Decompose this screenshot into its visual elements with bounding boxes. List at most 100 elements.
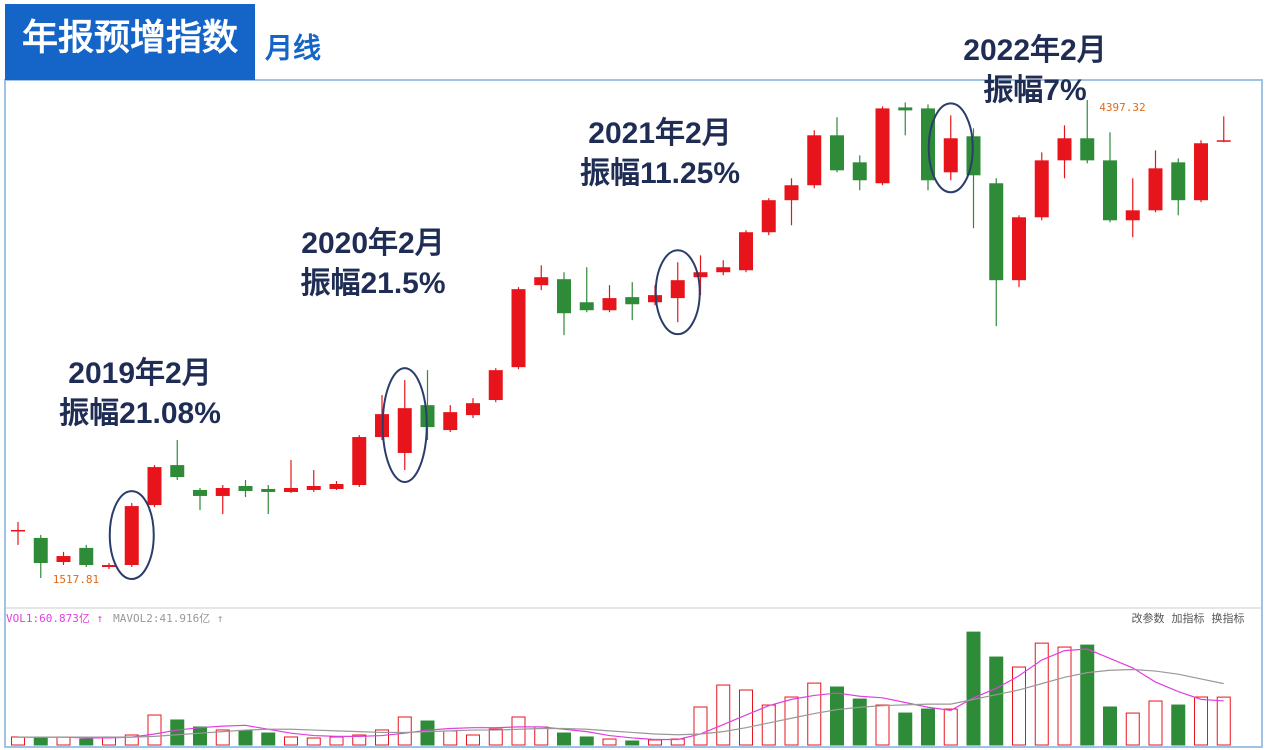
candle-body xyxy=(329,484,344,489)
volume-bar xyxy=(898,712,913,746)
candle-body xyxy=(352,437,367,485)
candle-body xyxy=(943,138,958,173)
candle-body xyxy=(534,277,549,286)
candle-body xyxy=(215,487,230,496)
candle-body xyxy=(1103,160,1117,221)
highlight-ellipse xyxy=(654,249,701,336)
candle-body xyxy=(602,298,617,311)
volume-bar xyxy=(579,736,594,746)
annotation-amplitude: 振幅21.08% xyxy=(59,397,221,430)
volume-bar xyxy=(420,720,435,746)
candle-body xyxy=(852,162,867,181)
annotation-date: 2019年2月 xyxy=(68,357,211,390)
volume-bar xyxy=(1216,696,1231,746)
min-label: 1517.81 xyxy=(53,573,99,586)
highlight-ellipse xyxy=(927,102,974,194)
volume-bar xyxy=(261,732,276,746)
panel-button[interactable]: 加指标 xyxy=(1172,611,1205,625)
candle-body xyxy=(898,107,913,111)
candle-body xyxy=(1012,217,1026,281)
candle-body xyxy=(875,108,890,184)
volume-bar xyxy=(1148,700,1163,746)
candle-body xyxy=(579,302,594,311)
candle-body xyxy=(284,487,298,492)
volume-bar xyxy=(124,734,139,746)
candle-body xyxy=(807,135,822,186)
candle-body xyxy=(1080,138,1095,161)
volume-bar xyxy=(989,656,1004,746)
candle-body xyxy=(784,185,799,201)
volume-bar xyxy=(215,729,230,746)
volume-bar xyxy=(625,740,640,746)
volume-bar xyxy=(1171,704,1186,746)
volume-bar xyxy=(602,738,617,746)
candle-body xyxy=(261,488,276,492)
volume-bar xyxy=(397,716,412,746)
highlight-ellipse xyxy=(381,367,428,484)
candle-body xyxy=(1125,210,1140,221)
chart-title: 年报预增指数 xyxy=(22,17,238,58)
volume-bar xyxy=(966,631,981,746)
max-label: 4397.32 xyxy=(1099,101,1145,114)
volume-bar xyxy=(1012,666,1026,746)
annotation-date: 2021年2月 xyxy=(588,117,731,150)
candle-body xyxy=(670,280,685,299)
candle-body xyxy=(1148,168,1163,211)
candle-body xyxy=(488,370,503,401)
volume-bar xyxy=(534,726,549,746)
candle-body xyxy=(1057,138,1072,161)
volume-bar xyxy=(693,706,708,746)
volume-bar xyxy=(511,716,526,746)
panel-button[interactable]: 改参数 xyxy=(1132,611,1165,625)
volume-bar xyxy=(170,719,185,746)
volume-ma-line xyxy=(18,648,1224,741)
volume-bar xyxy=(648,739,662,746)
candle-body xyxy=(79,547,94,565)
candle-body xyxy=(11,529,25,532)
candle-body xyxy=(56,556,71,563)
annotation-amplitude: 振幅7% xyxy=(983,74,1086,107)
candle-body xyxy=(124,506,139,565)
candle-body xyxy=(466,403,480,416)
volume-bar xyxy=(329,736,344,746)
candle-body xyxy=(193,489,207,496)
annotation-date: 2020年2月 xyxy=(301,227,444,260)
volume-bar xyxy=(557,732,571,746)
volume-bar xyxy=(921,708,935,746)
panel-button[interactable]: 换指标 xyxy=(1212,611,1245,625)
candle-body xyxy=(1171,162,1186,201)
volume-bar xyxy=(1125,712,1140,746)
candle-body xyxy=(693,272,708,278)
annotation-date: 2022年2月 xyxy=(963,34,1106,67)
chart-frame xyxy=(4,79,1263,748)
volume-bar xyxy=(33,737,48,746)
volume-bar xyxy=(852,698,867,746)
candle-body xyxy=(761,200,776,233)
candle-body xyxy=(443,412,458,431)
candle-body xyxy=(147,467,162,506)
volume-bar xyxy=(193,726,207,746)
annotation-amplitude: 振幅11.25% xyxy=(580,157,740,190)
volume-bar xyxy=(488,728,503,746)
candle-body xyxy=(1194,143,1208,201)
volume-bar xyxy=(1034,642,1049,746)
volume-bar xyxy=(784,696,799,746)
candle-body xyxy=(716,267,731,273)
volume-bar xyxy=(761,704,776,746)
candle-body xyxy=(33,537,48,564)
volume-bar xyxy=(238,730,253,746)
candle-body xyxy=(170,465,185,478)
volume-legend: MAVOL2:41.916亿 ↑ xyxy=(113,612,223,625)
candle-body xyxy=(1034,160,1049,218)
volume-bar xyxy=(306,737,321,746)
volume-bar xyxy=(1080,644,1095,746)
volume-bar xyxy=(443,730,458,746)
volume-bar xyxy=(56,736,71,746)
candle-body xyxy=(1216,140,1231,142)
volume-bar xyxy=(79,738,94,746)
volume-legend: VOL1:60.873亿 ↑ xyxy=(6,612,103,625)
candle-body xyxy=(625,297,640,305)
volume-bar xyxy=(352,734,367,746)
